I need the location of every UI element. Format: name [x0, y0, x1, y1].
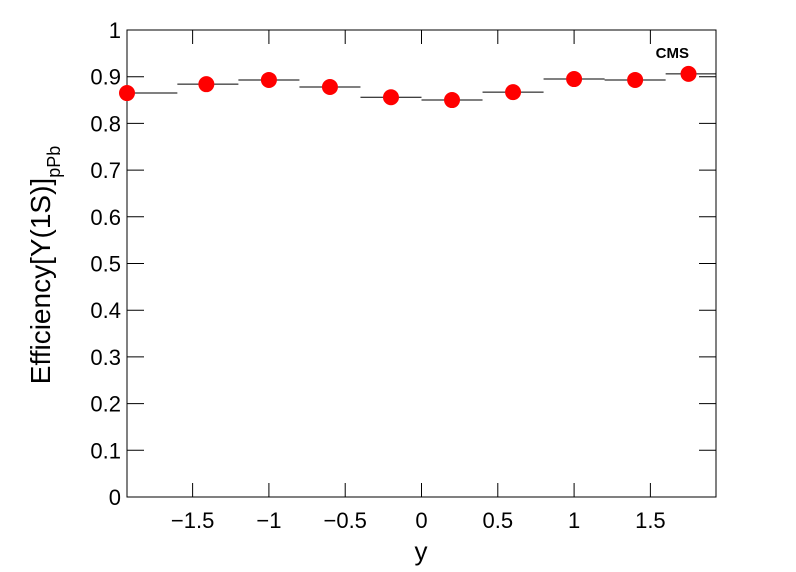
y-tick-label: 0 [109, 485, 121, 510]
x-tick-label: −1 [256, 508, 281, 533]
cms-label: CMS [656, 45, 689, 62]
x-tick-label: 1.5 [635, 508, 666, 533]
x-tick-label: −0.5 [323, 508, 366, 533]
y-tick-label: 0.6 [90, 205, 121, 230]
data-point [505, 84, 522, 101]
y-tick-label: 0.4 [90, 298, 121, 323]
data-point [382, 89, 399, 106]
y-tick-label: 0.5 [90, 252, 121, 277]
x-tick-label: 0.5 [482, 508, 513, 533]
y-tick-label: 0.9 [90, 65, 121, 90]
data-point [566, 71, 583, 88]
data-point [627, 71, 644, 88]
y-tick-label: 0.1 [90, 438, 121, 463]
y-tick-label: 1 [109, 18, 121, 43]
y-tick-label: 0.7 [90, 158, 121, 183]
data-point [680, 65, 697, 82]
y-axis-label-sub: pPb [44, 146, 64, 178]
x-tick-label: −1.5 [171, 508, 214, 533]
data-point [119, 85, 135, 102]
data-point [321, 78, 338, 95]
data-point [260, 71, 277, 88]
y-axis-label-main: Efficiency[Υ(1S)] [25, 178, 56, 384]
data-point [198, 76, 215, 93]
y-axis-label: Efficiency[Υ(1S)]pPb [25, 146, 64, 384]
data-point [444, 92, 461, 109]
y-tick-label: 0.8 [90, 111, 121, 136]
y-tick-label: 0.2 [90, 392, 121, 417]
x-axis-label: y [415, 536, 428, 566]
x-tick-label: 0 [415, 508, 427, 533]
x-tick-label: 1 [568, 508, 580, 533]
y-tick-label: 0.3 [90, 345, 121, 370]
